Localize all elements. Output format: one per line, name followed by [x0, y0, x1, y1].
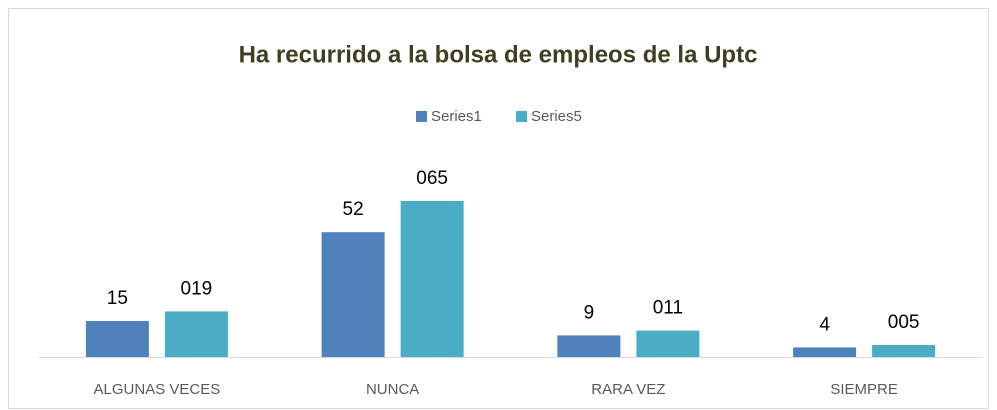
- data-label: 4: [819, 314, 830, 335]
- data-label: 15: [107, 288, 128, 309]
- data-label: 065: [416, 168, 448, 189]
- bar: [321, 232, 385, 357]
- data-label: 9: [584, 302, 595, 323]
- data-label: 011: [653, 298, 683, 319]
- bar: [85, 321, 149, 357]
- bar: [793, 347, 857, 357]
- bar: [400, 201, 464, 357]
- legend-label: Series5: [531, 108, 582, 125]
- data-label: 019: [181, 278, 213, 299]
- legend-swatch: [416, 111, 427, 122]
- legend-label: Series1: [431, 108, 482, 125]
- legend-swatch: [516, 111, 527, 122]
- data-label: 005: [888, 312, 920, 333]
- x-tick-label: ALGUNAS VECES: [94, 381, 221, 398]
- bar: [557, 335, 621, 357]
- x-tick-label: RARA VEZ: [591, 381, 665, 398]
- x-tick-label: SIEMPRE: [830, 381, 898, 398]
- bar: [636, 330, 700, 357]
- bar: [872, 345, 936, 357]
- x-tick-label: NUNCA: [366, 381, 419, 398]
- bar: [164, 311, 228, 357]
- data-label: 52: [343, 199, 364, 220]
- chart-title: Ha recurrido a la bolsa de empleos de la…: [239, 41, 758, 68]
